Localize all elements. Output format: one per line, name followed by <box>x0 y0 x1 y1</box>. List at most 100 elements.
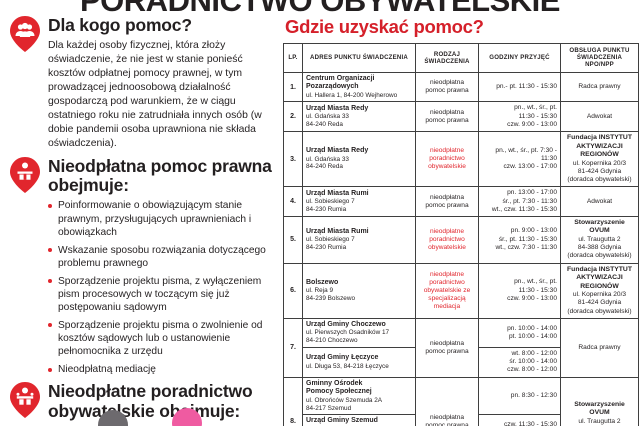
row-hours: pn., wt., śr., pt. 11:30 - 15:30 czw. 9:… <box>478 262 561 319</box>
row-hours: pn., wt., śr., pt. 11:30 - 15:30 czw. 9:… <box>478 101 561 133</box>
operator-bold-line: Stowarzyszenie OVUM <box>574 219 625 235</box>
pin-person-advice-icon <box>10 382 40 419</box>
hours-line: pn. 13:00 - 17:00 <box>507 189 557 197</box>
service-line: pomoc prawna <box>425 87 469 94</box>
row-operator: Adwokat <box>560 101 639 133</box>
service-line: nieodpłatne <box>429 270 465 278</box>
row-number: 1. <box>283 71 303 103</box>
row-number: 4. <box>283 186 303 217</box>
operator-bold-line: OVUM <box>589 409 610 417</box>
hours-line: pn. 9:00 - 13:00 <box>510 227 557 235</box>
header-line: ADRES PUNKTU ŚWIADCZENIA <box>310 54 408 62</box>
row-hours: pn. 10:00 - 14:00 pt. 10:00 - 14:00 <box>478 317 561 348</box>
address-line: ul. Pierwszych Osadników 17 <box>306 329 390 337</box>
hours-line: 11:30 - 15:30 <box>518 286 557 294</box>
hours-line: 11:30 - 15:30 <box>518 112 557 120</box>
section-heading: Nieodpłatna pomoc prawna obejmuje: <box>48 155 272 195</box>
column-header-hours: GODZINY PRZYJĘĆ <box>478 43 561 73</box>
row-operator: Radca prawny <box>560 317 639 378</box>
address-line: 84-230 Rumia <box>306 205 347 213</box>
operator-line: Adwokat <box>586 112 613 120</box>
table-row: 2. Urząd Miasta Redy ul. Gdańska 33 84-2… <box>283 101 639 133</box>
hours-line: śr., pt. 11:30 - 15:30 <box>498 235 557 243</box>
section-who-is-help-for: Dla kogo pomoc? Dla każdej osoby fizyczn… <box>10 15 275 151</box>
page-title: PORADNICTWO OBYWATELSKIE <box>80 0 560 18</box>
column-header-operator: OBSŁUGA PUNKTU ŚWIADCZENIA NPO/NPP <box>560 43 639 73</box>
operator-line: (doradca obywatelski) <box>567 307 632 315</box>
operator-line: ul. Kopernika 20/3 <box>572 159 627 167</box>
service-line: nieodpłatna <box>429 108 465 116</box>
address-line: 84-217 Szemud <box>306 404 352 412</box>
operator-line: 81-424 Gdynia <box>577 299 622 307</box>
column-header-lp: LP. <box>283 43 303 73</box>
service-line: obywatelskie <box>428 163 466 171</box>
list-item: Nieodpłatną mediację <box>48 363 275 376</box>
address-name-line: Urząd Gminy Szemud <box>306 417 378 425</box>
column-header-service-type: RODZAJ ŚWIADCZENIA <box>415 43 479 73</box>
service-line: nieodpłatna <box>429 78 465 86</box>
service-line: nieodpłatna <box>429 413 465 421</box>
table-row: 7. Urząd Gminy Choczewo ul. Pierwszych O… <box>283 317 639 378</box>
table-row: 4. Urząd Miasta Rumi ul. Sobieskiego 7 8… <box>283 186 639 217</box>
address-line: 84-239 Bolszewo <box>306 295 356 303</box>
row-hours: pn. 13:00 - 17:00 śr., pt. 7:30 - 11:30 … <box>478 186 561 217</box>
row-operator: Fundacja INSTYTUT AKTYWIZACJI REGIONÓW u… <box>560 262 639 319</box>
pin-person-help-icon <box>10 156 40 193</box>
header-line: OBSŁUGA PUNKTU <box>569 47 630 54</box>
operator-line: ul. Traugutta 2 <box>578 417 621 425</box>
service-line: pomoc prawna <box>425 116 469 124</box>
hours-line: czw. 9:00 - 13:00 <box>507 294 557 302</box>
header-line: ŚWIADCZENIA NPO/NPP <box>576 54 623 69</box>
row-service-type: nieodpłatna pomoc prawna <box>415 317 479 378</box>
address-line: 84-240 Reda <box>306 163 343 171</box>
row-operator: Stowarzyszenie OVUM ul. Traugutta 2 84-3… <box>560 376 639 426</box>
table-row: 1. Centrum Organizacji Pozarządowych ul.… <box>283 71 639 103</box>
address-name-line: Urząd Miasta Redy <box>306 147 369 155</box>
row-address: Bolszewo ul. Reja 9 84-239 Bolszewo <box>302 262 416 319</box>
operator-line: 84-388 Gdynia <box>577 244 622 252</box>
hours-line: wt., czw. 7:30 - 11:30 <box>495 243 557 251</box>
hours-line: śr. 10:00 - 14:00 <box>509 358 557 366</box>
address-line: ul. Gdańska 33 <box>306 155 349 163</box>
table-row: Urząd Gminy Łęczyce ul. Długa 53, 84-218… <box>284 346 639 378</box>
service-line: obywatelskie <box>428 243 466 251</box>
header-line: RODZAJ <box>433 50 461 58</box>
row-address: Urząd Gminy Łęczyce ul. Długa 53, 84-218… <box>302 346 416 378</box>
service-line: nieodpłatna <box>429 339 465 347</box>
row-number: 5. <box>283 216 303 264</box>
table-header-row: LP. ADRES PUNKTU ŚWIADCZENIA RODZAJ ŚWIAD… <box>283 43 639 73</box>
decorative-circle-gray <box>98 410 128 426</box>
operator-bold-line: AKTYWIZACJI REGIONÓW <box>576 142 623 159</box>
row-service-type: nieodpłatne poradnictwo obywatelskie ze … <box>415 262 479 319</box>
header-line: LP. <box>288 54 298 62</box>
row-address: Urząd Miasta Rumi ul. Sobieskiego 7 84-2… <box>302 216 416 264</box>
row-operator: Radca prawny <box>560 71 639 103</box>
row-operator: Fundacja INSTYTUT AKTYWIZACJI REGIONÓW u… <box>560 131 639 188</box>
header-line: GODZINY PRZYJĘĆ <box>489 54 550 62</box>
right-column: Gdzie uzyskać pomoc? LP. ADRES PUNKTU ŚW… <box>283 16 640 426</box>
row-hours: pn.- pt. 11:30 - 15:30 <box>478 71 561 103</box>
service-line: pomoc prawna <box>425 201 469 209</box>
hours-line: czw. 11:30 - 15:30 <box>503 421 557 426</box>
row-operator: Stowarzyszenie OVUM ul. Traugutta 2 84-3… <box>560 216 639 264</box>
hours-line: pt. 10:00 - 14:00 <box>508 332 557 340</box>
operator-line: Radca prawny <box>578 343 621 351</box>
address-name-line: Urząd Miasta Redy <box>306 104 369 112</box>
service-line: pomoc prawna <box>425 421 469 426</box>
hours-line: pn., wt., śr., pt. 7:30 - 11:30 <box>495 146 557 163</box>
row-number: 6. <box>283 262 303 319</box>
address-line: ul. Sobieskiego 7 <box>306 236 355 244</box>
hours-line: pn.- pt. 11:30 - 15:30 <box>496 82 557 90</box>
operator-line: ul. Traugutta 2 <box>578 235 621 243</box>
service-line: mediacja <box>433 302 461 310</box>
hours-line: czw. 8:00 - 12:00 <box>507 366 557 374</box>
hours-line: pn., wt., śr., pt. <box>514 278 557 286</box>
address-name-line: Urząd Gminy Łęczyce <box>306 354 379 362</box>
address-name-line: Urząd Miasta Rumi <box>306 189 369 197</box>
address-name-line: Gminny Ośrodek <box>306 379 363 387</box>
operator-bold-line: Fundacja INSTYTUT <box>567 265 632 273</box>
address-name-line: Bolszewo <box>306 278 339 286</box>
service-line: nieodpłatne <box>429 227 465 235</box>
list-item: Wskazanie sposobu rozwiązania dotycząceg… <box>48 244 275 271</box>
hours-line: pn. 10:00 - 14:00 <box>507 324 557 332</box>
